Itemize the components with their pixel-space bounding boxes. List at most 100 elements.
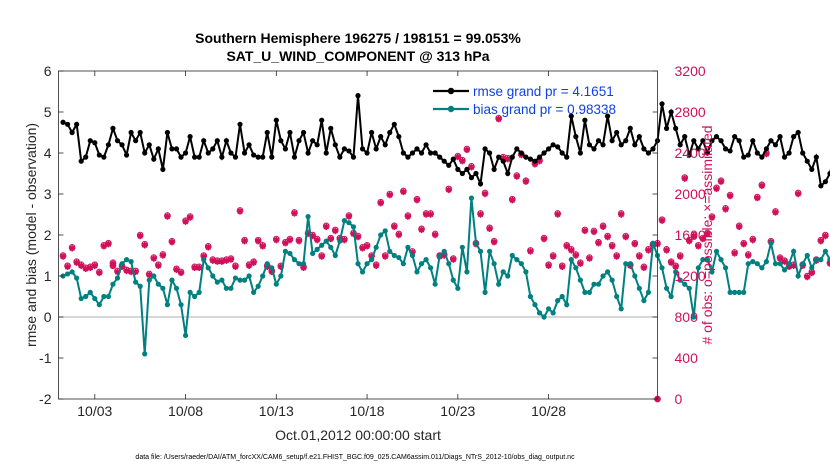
rmse-point xyxy=(169,146,175,152)
bias-point xyxy=(555,298,561,304)
bias-point xyxy=(328,244,334,250)
rmse-point xyxy=(291,154,298,160)
rmse-point xyxy=(232,154,239,160)
rmse-point xyxy=(359,146,366,152)
bias-point xyxy=(595,281,602,287)
obs-assimilated-point xyxy=(808,269,815,277)
bias-point xyxy=(600,273,606,279)
bias-point xyxy=(741,289,747,295)
rmse-point xyxy=(241,150,248,156)
obs-assimilated-point xyxy=(441,252,448,259)
obs-assimilated-point xyxy=(241,237,248,245)
bias-point xyxy=(355,261,361,267)
bias-point xyxy=(541,314,547,320)
obs-assimilated-point xyxy=(804,273,811,281)
obs-assimilated-point xyxy=(758,182,766,189)
bias-point xyxy=(586,289,593,295)
rmse-point xyxy=(473,170,479,177)
rmse-point xyxy=(87,138,93,144)
rmse-point xyxy=(663,125,670,131)
rmse-point xyxy=(137,129,143,136)
rmse-point xyxy=(60,119,66,125)
obs-assimilated-point xyxy=(404,213,412,220)
obs-assimilated-point xyxy=(136,232,144,240)
bias-point xyxy=(228,285,234,291)
rmse-point xyxy=(659,101,665,107)
obs-assimilated-point xyxy=(341,236,348,244)
rmse-point xyxy=(319,117,325,123)
bias-point xyxy=(160,285,166,291)
bias-point xyxy=(287,250,293,257)
obs-assimilated-point xyxy=(291,210,298,217)
obs-assimilated-point xyxy=(159,252,167,259)
rmse-point xyxy=(387,129,393,136)
bias-point xyxy=(305,213,311,220)
obs-assimilated-point xyxy=(141,242,148,249)
bias-point xyxy=(677,277,683,283)
obs-assimilated-point xyxy=(96,269,103,277)
bias-point xyxy=(64,271,71,277)
obs-assimilated-point xyxy=(740,241,747,248)
bias-point xyxy=(205,265,211,271)
obs-assimilated-point xyxy=(658,217,666,224)
y2-tick-label: 400 xyxy=(675,350,699,366)
obs-assimilated-point xyxy=(245,262,253,269)
bias-point xyxy=(432,281,438,287)
obs-assimilated-point xyxy=(445,186,452,194)
y-tick-label: 0 xyxy=(44,309,52,325)
obs-assimilated-point xyxy=(695,243,702,250)
rmse-point xyxy=(310,138,316,144)
obs-assimilated-point xyxy=(168,238,176,246)
obs-assimilated-point xyxy=(722,206,729,213)
rmse-point xyxy=(355,93,361,99)
rmse-point xyxy=(505,170,511,177)
rmse-point xyxy=(691,138,697,144)
obs-assimilated-point xyxy=(522,178,530,185)
chart-title: Southern Hemisphere 196275 / 198151 = 99… xyxy=(195,30,521,46)
bias-point xyxy=(428,265,434,271)
rmse-point xyxy=(278,138,284,144)
bias-point xyxy=(822,248,829,254)
bias-point xyxy=(464,269,470,275)
rmse-point xyxy=(114,138,121,144)
bias-point xyxy=(573,265,579,271)
y2-tick-label: 800 xyxy=(675,309,699,325)
y2-tick-label: 0 xyxy=(675,391,683,407)
bias-point xyxy=(378,232,384,238)
rmse-point xyxy=(791,134,797,140)
bias-point xyxy=(700,257,706,263)
obs-assimilated-point xyxy=(132,268,139,276)
obs-assimilated-point xyxy=(123,267,130,275)
series-bias xyxy=(60,195,830,357)
bias-point xyxy=(332,252,338,259)
rmse-point xyxy=(382,142,388,148)
obs-assimilated-point xyxy=(731,250,738,257)
rmse-point xyxy=(482,146,488,152)
bias-point xyxy=(241,277,248,283)
rmse-point xyxy=(754,150,760,156)
bias-point xyxy=(246,273,252,279)
rmse-point xyxy=(78,158,84,164)
bias-point xyxy=(119,261,125,267)
obs-assimilated-point xyxy=(531,161,539,168)
obs-assimilated-point xyxy=(200,253,207,260)
rmse-point xyxy=(346,148,352,154)
legend-bias-marker xyxy=(447,105,455,113)
obs-assimilated-point xyxy=(513,173,521,180)
obs-assimilated-point xyxy=(105,241,112,248)
bias-point xyxy=(486,248,493,254)
bias-point xyxy=(455,285,461,291)
obs-assimilated-point xyxy=(232,263,239,270)
bias-point xyxy=(273,281,279,287)
bias-point xyxy=(668,293,674,300)
obs-assimilated-point xyxy=(708,214,716,221)
obs-assimilated-point xyxy=(323,223,330,230)
bias-point xyxy=(446,261,452,267)
x-axis-label: Oct.01,2012 00:00:00 start xyxy=(275,427,441,443)
bias-point xyxy=(437,252,443,259)
y2-tick-label: 1200 xyxy=(675,268,706,284)
obs-assimilated-point xyxy=(391,223,398,230)
x-tick-label: 10/23 xyxy=(440,403,475,419)
rmse-point xyxy=(373,146,379,152)
